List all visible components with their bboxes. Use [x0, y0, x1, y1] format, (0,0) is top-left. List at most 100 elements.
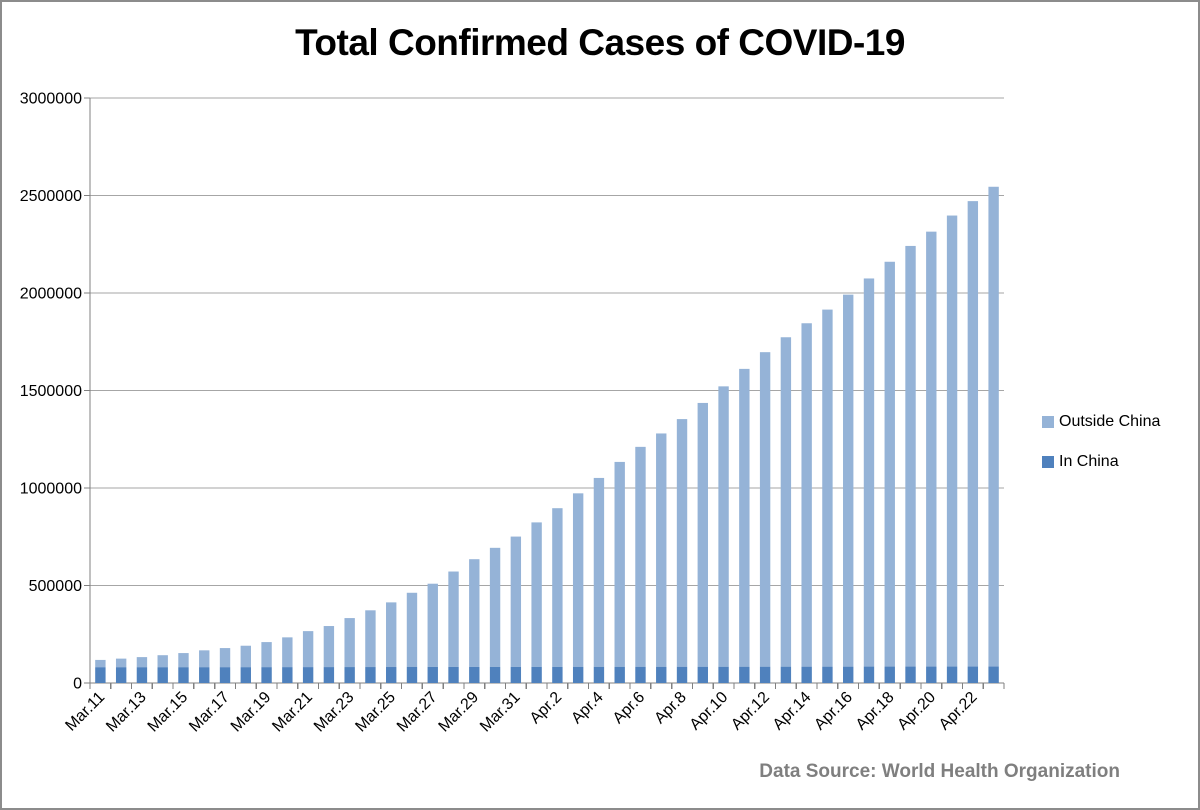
y-tick-label: 0	[73, 676, 82, 693]
bar-outside-china	[822, 309, 833, 667]
x-tick-label: Apr.14	[770, 689, 815, 734]
bar-outside-china	[469, 559, 480, 667]
legend-swatch-in-china	[1042, 456, 1054, 468]
legend-label-in-china: In China	[1059, 453, 1119, 470]
x-tick-label: Apr.20	[894, 689, 939, 734]
bar-outside-china	[199, 650, 210, 668]
bar-outside-china	[884, 261, 895, 667]
bar-outside-china	[95, 659, 106, 668]
bar-in-china	[386, 667, 397, 683]
bar-outside-china	[926, 231, 937, 667]
bar-in-china	[469, 666, 480, 683]
bar-outside-china	[614, 461, 625, 667]
bar-in-china	[759, 666, 771, 683]
x-tick-label: Mar.17	[186, 689, 233, 736]
bar-in-china	[884, 666, 895, 683]
bar-outside-china	[676, 419, 688, 667]
y-tick-label: 1000000	[20, 481, 82, 498]
legend: Outside China In China	[1042, 413, 1160, 493]
legend-item-in-china: In China	[1042, 453, 1160, 471]
bar-outside-china	[282, 637, 293, 668]
bar-in-china	[635, 666, 646, 683]
x-tick-label: Apr.6	[610, 689, 649, 728]
bar-outside-china	[323, 626, 335, 668]
bar-outside-china	[386, 602, 397, 668]
bar-outside-china	[531, 522, 542, 667]
bar-in-china	[614, 666, 625, 683]
bar-outside-china	[863, 278, 875, 667]
bar-in-china	[427, 666, 438, 683]
bar-outside-china	[759, 352, 771, 667]
legend-item-outside-china: Outside China	[1042, 413, 1160, 431]
bar-outside-china	[344, 618, 355, 668]
bar-outside-china	[136, 657, 148, 668]
bar-in-china	[219, 667, 231, 683]
x-tick-label: Mar.15	[145, 689, 192, 736]
y-tick-label: 2000000	[20, 286, 82, 303]
bar-outside-china	[240, 645, 251, 668]
bar-in-china	[656, 666, 667, 683]
bar-in-china	[531, 666, 542, 683]
y-tick-label: 500000	[29, 578, 82, 595]
bar-outside-china	[261, 642, 272, 668]
x-tick-label: Mar.23	[311, 689, 358, 736]
x-tick-label: Apr.12	[728, 689, 773, 734]
bar-in-china	[967, 666, 979, 683]
bar-in-china	[926, 666, 937, 683]
bar-in-china	[199, 667, 210, 683]
x-tick-label: Apr.10	[687, 689, 732, 734]
data-source-note: Data Source: World Health Organization	[759, 761, 1120, 782]
bar-outside-china	[843, 294, 854, 667]
bar-outside-china	[780, 337, 792, 667]
bar-in-china	[863, 666, 875, 683]
chart-title: Total Confirmed Cases of COVID-19	[295, 22, 905, 63]
x-tick-label: Apr.2	[527, 689, 566, 728]
bar-in-china	[676, 666, 688, 683]
bar-outside-china	[448, 571, 459, 667]
bar-in-china	[115, 667, 127, 683]
bar-outside-china	[967, 201, 979, 667]
bar-outside-china	[656, 433, 667, 667]
bar-in-china	[780, 666, 792, 683]
bar-outside-china	[572, 493, 584, 667]
bar-in-china	[178, 667, 189, 683]
bar-in-china	[136, 667, 148, 683]
x-tick-label: Mar.13	[103, 689, 150, 736]
legend-swatch-outside-china	[1042, 416, 1054, 428]
bar-in-china	[572, 666, 584, 683]
bar-in-china	[718, 666, 729, 683]
bar-in-china	[905, 666, 916, 683]
bar-in-china	[344, 667, 355, 683]
bar-outside-china	[406, 592, 418, 667]
bar-in-china	[697, 666, 708, 683]
y-tick-label: 1500000	[20, 383, 82, 400]
bar-outside-china	[739, 368, 750, 667]
bar-outside-china	[905, 245, 916, 667]
bar-outside-china	[427, 583, 438, 667]
x-tick-label: Mar.25	[352, 689, 399, 736]
bar-outside-china	[510, 536, 522, 667]
y-tick-label: 2500000	[20, 188, 82, 205]
bar-outside-china	[988, 186, 999, 667]
bar-in-china	[822, 666, 833, 683]
bar-outside-china	[302, 631, 314, 668]
bar-in-china	[801, 666, 812, 683]
bar-in-china	[240, 667, 251, 683]
bar-outside-china	[219, 648, 231, 668]
x-tick-label: Apr.22	[936, 689, 981, 734]
bar-in-china	[946, 666, 958, 683]
bar-in-china	[95, 667, 106, 683]
x-tick-label: Mar.29	[436, 689, 483, 736]
bar-outside-china	[552, 508, 563, 667]
x-tick-label: Apr.16	[811, 689, 856, 734]
bar-in-china	[988, 666, 999, 683]
bar-in-china	[510, 666, 522, 683]
bar-in-china	[157, 667, 168, 683]
bar-in-china	[282, 667, 293, 683]
x-tick-label: Mar.31	[477, 689, 524, 736]
bar-outside-china	[157, 655, 168, 668]
x-tick-label: Mar.27	[394, 689, 441, 736]
bar-in-china	[489, 666, 501, 683]
bar-outside-china	[115, 658, 127, 668]
